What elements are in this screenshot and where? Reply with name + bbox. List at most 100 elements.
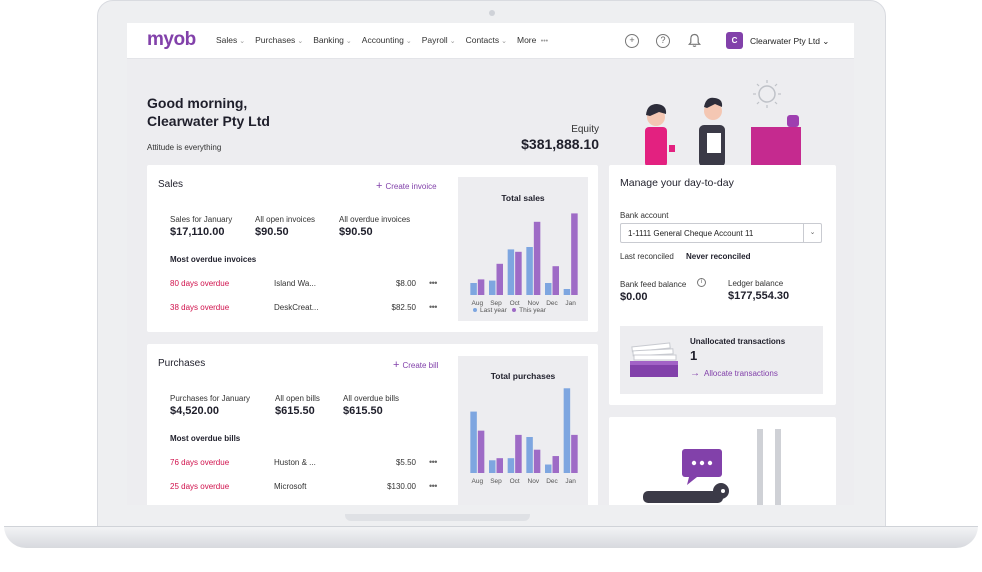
bar-nov-last-year[interactable] xyxy=(526,437,533,473)
bar-sep-this-year[interactable] xyxy=(496,458,504,473)
info-icon[interactable]: i xyxy=(697,278,706,287)
chevron-down-icon: ⌄ xyxy=(297,38,304,45)
plus-icon: + xyxy=(376,180,383,192)
sales-chart-title: Total sales xyxy=(501,193,545,203)
bar-aug-last-year[interactable] xyxy=(470,283,477,295)
x-tick-label: Sep xyxy=(490,478,502,485)
plus-icon: + xyxy=(393,359,400,371)
open-invoices-value[interactable]: $90.50 xyxy=(255,226,289,238)
row-more-icon[interactable]: ••• xyxy=(429,457,437,467)
bar-aug-this-year[interactable] xyxy=(477,279,485,295)
x-tick-label: Nov xyxy=(528,478,540,485)
bar-dec-this-year[interactable] xyxy=(552,456,560,473)
bar-oct-this-year[interactable] xyxy=(515,434,522,473)
chevron-down-icon: ⌄ xyxy=(345,38,352,45)
bar-sep-last-year[interactable] xyxy=(489,280,496,295)
bill-amount: $5.50 xyxy=(395,458,416,467)
overdue-bills-value[interactable]: $615.50 xyxy=(343,405,383,417)
bill-amount: $130.00 xyxy=(387,482,416,491)
avatar[interactable]: C xyxy=(726,32,743,49)
bar-oct-this-year[interactable] xyxy=(515,251,522,295)
company-switcher[interactable]: Clearwater Pty Ltd ⌄ xyxy=(750,36,830,46)
legend-dot-last-year xyxy=(473,308,477,313)
create-bill-link[interactable]: + Create bill xyxy=(393,359,439,371)
day-to-day-title: Manage your day-to-day xyxy=(620,177,734,189)
menu-payroll[interactable]: Payroll ⌄ xyxy=(421,35,456,45)
bar-nov-this-year[interactable] xyxy=(533,449,541,473)
x-tick-label: Dec xyxy=(546,300,558,307)
bar-dec-last-year[interactable] xyxy=(545,464,552,473)
bar-jan-this-year[interactable] xyxy=(571,434,578,473)
myob-logo[interactable]: myob xyxy=(147,29,196,50)
bar-oct-last-year[interactable] xyxy=(507,458,515,473)
sales-chart-legend: Last year This year xyxy=(473,307,546,314)
invoice-overdue-status[interactable]: 80 days overdue xyxy=(170,279,230,288)
bank-account-select[interactable]: 1-1111 General Cheque Account 11 ⌄ xyxy=(620,223,822,243)
day-to-day-card: Manage your day-to-day Bank account 1-11… xyxy=(609,165,836,405)
create-invoice-link[interactable]: + Create invoice xyxy=(376,180,437,192)
bar-sep-last-year[interactable] xyxy=(489,460,496,473)
sales-title: Sales xyxy=(158,179,184,190)
unallocated-panel: Unallocated transactions 1 → Allocate tra… xyxy=(620,326,823,394)
sales-chart-svg: Aug Sep Oct Nov Dec Jan xyxy=(470,213,578,307)
overdue-bills-label: All overdue bills xyxy=(343,394,400,403)
chevron-down-icon: ⌄ xyxy=(449,38,456,45)
bar-jan-this-year[interactable] xyxy=(571,213,578,295)
invoice-amount: $82.50 xyxy=(391,303,416,312)
arrow-right-icon: → xyxy=(690,368,700,379)
bar-jan-last-year[interactable] xyxy=(563,388,571,473)
camera xyxy=(489,10,495,16)
purchases-chart: Total purchases Aug Sep Oct Nov Dec Jan xyxy=(458,356,588,505)
help-icon[interactable]: ? xyxy=(656,34,670,48)
x-tick-label: Oct xyxy=(510,478,520,485)
bar-nov-last-year[interactable] xyxy=(526,247,533,295)
bill-overdue-status[interactable]: 25 days overdue xyxy=(170,482,230,491)
bar-dec-last-year[interactable] xyxy=(545,283,552,295)
bar-oct-last-year[interactable] xyxy=(507,249,515,295)
bar-jan-last-year[interactable] xyxy=(563,289,571,295)
open-bills-value[interactable]: $615.50 xyxy=(275,405,315,417)
main-menu: Sales ⌄ Purchases ⌄ Banking ⌄ Accounting ⌄ P… xyxy=(216,35,558,45)
row-more-icon[interactable]: ••• xyxy=(429,481,437,491)
inbox-tray-icon xyxy=(630,342,678,377)
x-tick-label: Oct xyxy=(510,300,520,307)
menu-banking[interactable]: Banking ⌄ xyxy=(313,35,352,45)
dog-illustration xyxy=(643,429,781,505)
last-reconciled-value: Never reconciled xyxy=(686,252,751,261)
menu-contacts[interactable]: Contacts ⌄ xyxy=(465,35,507,45)
row-more-icon[interactable]: ••• xyxy=(429,278,437,288)
bar-aug-this-year[interactable] xyxy=(477,430,485,473)
x-tick-label: Aug xyxy=(472,300,484,307)
add-icon[interactable]: + xyxy=(625,34,639,48)
bar-sep-this-year[interactable] xyxy=(496,263,504,295)
bar-aug-last-year[interactable] xyxy=(470,411,477,473)
x-tick-label: Jan xyxy=(565,478,576,485)
menu-more[interactable]: More ••• xyxy=(517,35,549,45)
bell-icon[interactable] xyxy=(688,33,701,48)
bill-overdue-status[interactable]: 76 days overdue xyxy=(170,458,230,467)
legend-dot-this-year xyxy=(512,308,517,313)
row-more-icon[interactable]: ••• xyxy=(429,302,437,312)
chevron-down-icon: ⌄ xyxy=(501,38,507,45)
x-tick-label: Sep xyxy=(490,300,502,307)
unallocated-label: Unallocated transactions xyxy=(690,337,786,346)
menu-accounting[interactable]: Accounting ⌄ xyxy=(361,35,412,45)
invoice-customer: DeskCreat... xyxy=(274,303,319,312)
purchases-card: Purchases + Create bill Purchases for Jan… xyxy=(147,344,598,505)
overdue-invoices-label: All overdue invoices xyxy=(339,215,411,224)
sales-for-month-value: $17,110.00 xyxy=(170,226,225,238)
purchases-title: Purchases xyxy=(158,358,206,369)
unallocated-count: 1 xyxy=(690,348,698,363)
overdue-invoices-value[interactable]: $90.50 xyxy=(339,226,373,238)
bar-nov-this-year[interactable] xyxy=(533,221,541,295)
invoice-overdue-status[interactable]: 38 days overdue xyxy=(170,303,230,312)
menu-purchases[interactable]: Purchases ⌄ xyxy=(255,35,304,45)
chevron-down-icon[interactable]: ⌄ xyxy=(803,224,821,242)
allocate-transactions-link[interactable]: → Allocate transactions xyxy=(690,368,778,379)
illustration-card xyxy=(609,417,836,505)
laptop-notch xyxy=(345,514,530,521)
bar-dec-this-year[interactable] xyxy=(552,266,560,295)
menu-sales[interactable]: Sales ⌄ xyxy=(216,35,246,45)
greeting-title: Good morning, Clearwater Pty Ltd xyxy=(147,95,270,129)
sales-card: Sales + Create invoice Sales for January … xyxy=(147,165,598,332)
